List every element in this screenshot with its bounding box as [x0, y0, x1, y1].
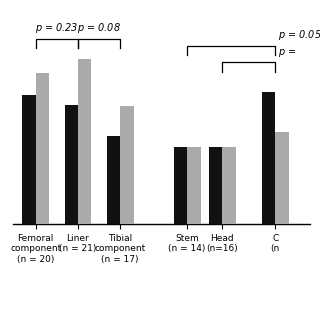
Bar	[78, 59, 91, 224]
Bar	[262, 92, 275, 224]
Bar	[222, 147, 236, 224]
Bar	[22, 95, 36, 224]
Bar	[174, 147, 187, 224]
Text: $p$ = 0.08: $p$ = 0.08	[77, 21, 121, 35]
Bar	[65, 105, 78, 224]
Bar	[120, 107, 134, 224]
Text: $p$ = 0.05: $p$ = 0.05	[278, 28, 320, 42]
Bar	[36, 73, 49, 224]
Text: $p$ = 0.23: $p$ = 0.23	[35, 21, 78, 35]
Text: $p$ =: $p$ =	[278, 47, 296, 59]
Bar	[209, 147, 222, 224]
Bar	[275, 132, 289, 224]
Bar	[187, 147, 201, 224]
Bar	[107, 136, 120, 224]
